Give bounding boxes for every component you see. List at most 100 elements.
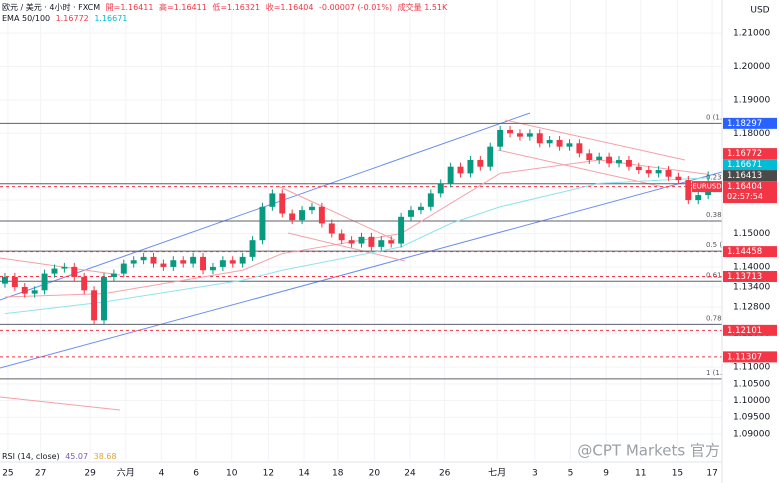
candle-body — [497, 129, 504, 147]
y-tick-label: 1.13400 — [733, 282, 770, 292]
candle-body — [635, 166, 642, 171]
x-tick-label: 12 — [263, 469, 274, 479]
x-tick-label: 11 — [635, 469, 646, 479]
fib-label: 0.786 (1.12280 — [706, 314, 760, 322]
trend-line — [504, 119, 686, 161]
candle-body — [130, 260, 137, 264]
candle-body — [408, 210, 414, 217]
fib-label: 0.382 (1.15375 — [706, 211, 760, 219]
candle-body — [388, 240, 395, 244]
x-tick-label: 24 — [404, 469, 416, 479]
candle-body — [150, 256, 157, 264]
candle-body — [101, 276, 107, 321]
candle-body — [616, 160, 622, 164]
candle-body — [566, 143, 573, 147]
x-tick-label: 6 — [193, 469, 199, 479]
candle-body — [417, 206, 424, 211]
x-tick-label: 18 — [332, 469, 344, 479]
candle-body — [586, 153, 593, 161]
price-tag — [723, 159, 777, 171]
candle-body — [606, 156, 613, 164]
ohlc: 收=1.16404 — [265, 3, 314, 12]
candle-body — [239, 256, 246, 264]
candle-body — [368, 236, 375, 247]
candle-body — [61, 266, 68, 269]
candle-body — [219, 260, 226, 267]
candle-body — [507, 129, 514, 134]
price-tag — [723, 181, 777, 204]
price-tag-countdown: 02:57:54 — [727, 192, 763, 201]
candle-body — [487, 146, 494, 167]
x-tick-label: 17 — [706, 469, 717, 479]
candle-body — [516, 133, 523, 137]
candle-body — [348, 240, 355, 244]
candle-body — [536, 133, 543, 144]
candle-body — [259, 206, 266, 241]
price-tag-label: 1.16772 — [727, 149, 762, 159]
candle-body — [209, 266, 216, 271]
candle-body — [467, 160, 474, 174]
y-tick-label: 1.21000 — [733, 29, 770, 39]
y-tick-label: 1.19000 — [733, 95, 770, 105]
fib-label: 0.236 (1.1649 — [706, 174, 756, 182]
rsi-legend: RSI (14, close) 45.07 38.68 — [2, 452, 120, 461]
y-tick-label: 1.10000 — [733, 396, 770, 406]
price-tag-label: 1.12101 — [727, 326, 762, 336]
candle-body — [576, 143, 583, 154]
symbol-tag — [692, 181, 722, 193]
fib-label: 0.618 (1.1357 — [706, 271, 756, 279]
candle-body — [279, 193, 286, 214]
volume: 成交量 1.51K — [397, 3, 448, 12]
fib-label: 0 (1.18297) — [706, 113, 747, 121]
ohlc: 高=1.16411 — [159, 3, 207, 12]
price-tag — [723, 351, 777, 363]
y-tick-label: 1.09000 — [733, 429, 770, 439]
symbol: 欧元 / 美元 · 4小时 · FXCM — [2, 3, 101, 12]
candle-body — [200, 256, 207, 271]
candle-body — [338, 233, 345, 241]
y-tick-label: 1.15000 — [733, 229, 770, 239]
x-tick-label: 29 — [84, 469, 96, 479]
ohlc: 開=1.16411 — [105, 3, 154, 12]
y-tick-label: 1.20000 — [733, 62, 770, 72]
change: -0.00007 (-0.01%) — [319, 3, 393, 12]
candle-body — [328, 223, 335, 234]
trend-line — [0, 396, 121, 411]
candle-body — [477, 160, 484, 167]
price-tag — [723, 148, 777, 160]
candle-body — [685, 180, 692, 201]
price-tag-label: 1.16671 — [727, 160, 762, 170]
candle-body — [11, 276, 18, 287]
candle-body — [427, 193, 434, 207]
candle-body — [655, 170, 662, 174]
ema-label: EMA 50/100 — [2, 14, 51, 23]
ema-legend: EMA 50/100 1.16772 1.16671 — [2, 14, 130, 23]
currency-label: USD — [750, 6, 769, 16]
legend-header: 欧元 / 美元 · 4小时 · FXCM 開=1.16411 高=1.16411… — [2, 2, 450, 13]
candle-body — [140, 256, 147, 261]
price-tag — [723, 246, 777, 258]
price-tag-label: 1.16404 — [727, 182, 762, 192]
y-tick-label: 1.10500 — [733, 379, 770, 389]
x-tick-label: 25 — [2, 469, 13, 479]
x-tick-label: 4 — [159, 469, 165, 479]
channel-line — [0, 112, 531, 301]
candle-body — [180, 260, 187, 264]
candle-body — [91, 290, 98, 321]
candle-body — [596, 156, 603, 161]
candle-body — [378, 240, 385, 247]
candle-body — [289, 213, 296, 221]
candle-body — [556, 139, 563, 147]
trend-line — [0, 257, 121, 276]
price-tag-label: 1.13713 — [727, 272, 762, 282]
x-tick-label: 15 — [672, 469, 683, 479]
x-tick-label: 七月 — [488, 468, 506, 479]
y-tick-label: 1.11000 — [733, 363, 770, 373]
candle-body — [318, 206, 325, 224]
candle-body — [398, 216, 405, 244]
channel-line — [0, 171, 722, 369]
candle-body — [21, 286, 28, 294]
price-tag — [723, 117, 777, 129]
candle-body — [170, 260, 177, 267]
